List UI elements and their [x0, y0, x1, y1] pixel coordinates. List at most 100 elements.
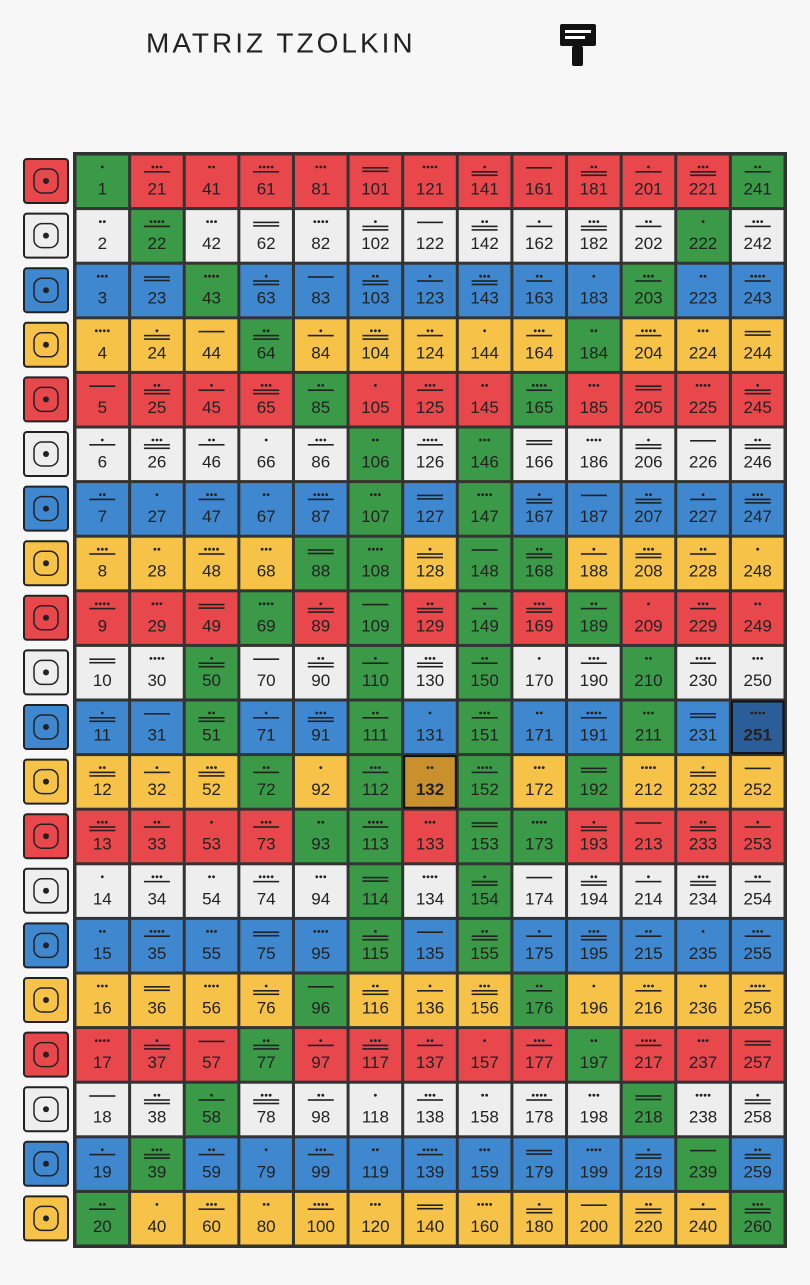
tone-dot: [155, 875, 159, 879]
kin-cell: 210: [622, 646, 675, 699]
tone-dot: [541, 329, 545, 333]
tone-dot: [264, 1093, 268, 1097]
kin-cell-bg: [513, 210, 566, 262]
tone-dot: [596, 657, 600, 660]
kin-cell: 45: [185, 373, 238, 426]
kin-cell-bg: [568, 810, 620, 863]
kin-cell-bg: [513, 264, 566, 317]
tone-bar: [362, 603, 389, 606]
tone-dot: [701, 1203, 705, 1206]
tone-dot: [533, 766, 537, 769]
kin-cell-bg: [76, 810, 129, 863]
tone-dot: [594, 1039, 598, 1042]
tone-dot: [268, 384, 272, 387]
kin-number: 249: [744, 616, 772, 635]
tone-dot: [539, 984, 543, 988]
tone-dot: [210, 220, 213, 224]
tone-bar: [580, 884, 607, 886]
kin-cell: 97: [294, 1029, 347, 1081]
kin-number: 224: [689, 343, 717, 362]
tone-dot: [428, 547, 432, 551]
kin-number: 199: [580, 1162, 608, 1181]
kin-cell: 64: [240, 319, 292, 371]
seal-icon-detail: [33, 441, 59, 467]
brush-icon[interactable]: [560, 24, 596, 66]
tone-dot: [695, 657, 699, 660]
tone-dot: [214, 493, 217, 496]
kin-cell: 30: [131, 646, 183, 699]
tone-bar: [143, 1153, 170, 1156]
tone-dot: [428, 384, 432, 387]
kin-cell-bg: [677, 483, 729, 535]
kin-number: 26: [147, 452, 166, 471]
kin-cell: 47: [185, 483, 238, 535]
tone-dot: [481, 1093, 485, 1097]
tone-dot: [539, 384, 543, 387]
kin-number: 215: [634, 944, 662, 963]
kin-cell-bg: [568, 592, 620, 644]
tone-bar: [635, 553, 662, 555]
tone-bar: [471, 280, 498, 282]
kin-cell-bg: [294, 1029, 347, 1081]
tone-bar: [744, 447, 771, 450]
kin-number: 49: [202, 616, 221, 635]
tone-dot: [590, 1148, 594, 1152]
tone-dot: [645, 766, 648, 769]
kin-cell: 211: [622, 701, 675, 754]
kin-cell-bg: [349, 155, 402, 208]
kin-cell: 203: [622, 264, 675, 317]
kin-number: 116: [362, 998, 389, 1017]
tone-dot: [586, 438, 590, 442]
tone-dot: [483, 602, 487, 606]
kin-cell-bg: [458, 865, 511, 917]
tone-bar: [526, 556, 553, 559]
kin-cell: 167: [513, 483, 566, 535]
kin-cell: 76: [240, 974, 292, 1027]
tone-bar: [471, 174, 498, 177]
kin-cell-bg: [240, 264, 292, 317]
tone-dot: [594, 165, 598, 169]
tone-dot: [98, 1203, 102, 1206]
seal-icon-detail: [33, 222, 59, 249]
kin-cell: 40: [131, 1192, 183, 1245]
tone-dot: [323, 711, 327, 715]
seal-icon-detail: [43, 287, 49, 294]
tone-dot: [649, 329, 652, 333]
seal-icon-detail: [43, 451, 49, 457]
kin-cell: 252: [731, 756, 784, 808]
tone-bar: [417, 607, 443, 610]
kin-cell: 79: [240, 1138, 292, 1190]
tone-dot: [483, 711, 487, 715]
kin-cell: 3: [76, 264, 129, 317]
kin-cell: 146: [458, 428, 511, 481]
kin-cell-bg: [458, 646, 511, 699]
tone-dot: [533, 329, 537, 333]
kin-number: 72: [257, 780, 276, 799]
tone-dot: [260, 820, 264, 824]
tone-dot: [319, 875, 323, 879]
tone-dot: [699, 984, 703, 988]
kin-number: 45: [202, 398, 221, 417]
seal-icon-detail: [43, 1215, 49, 1222]
kin-cell-bg: [731, 155, 784, 208]
seal-icon-detail: [33, 1205, 59, 1232]
tone-bar: [362, 170, 389, 173]
kin-number: 35: [147, 944, 166, 963]
tone-dot: [373, 384, 377, 387]
tone-bar: [471, 884, 498, 886]
kin-cell: 259: [731, 1138, 784, 1190]
tone-dot: [485, 1093, 489, 1097]
tone-bar: [471, 935, 498, 937]
kin-cell-bg: [622, 373, 675, 426]
kin-number: 23: [147, 289, 166, 308]
tone-bar: [471, 990, 498, 992]
tone-bar: [526, 1044, 553, 1047]
kin-cell: 119: [349, 1138, 402, 1190]
kin-cell: 232: [677, 756, 729, 808]
kin-cell-bg: [349, 756, 402, 808]
tone-bar: [362, 717, 389, 719]
tone-dot: [428, 984, 432, 988]
tone-dot: [373, 493, 377, 496]
kin-cell: 59: [185, 1138, 238, 1190]
kin-cell-bg: [294, 701, 347, 754]
